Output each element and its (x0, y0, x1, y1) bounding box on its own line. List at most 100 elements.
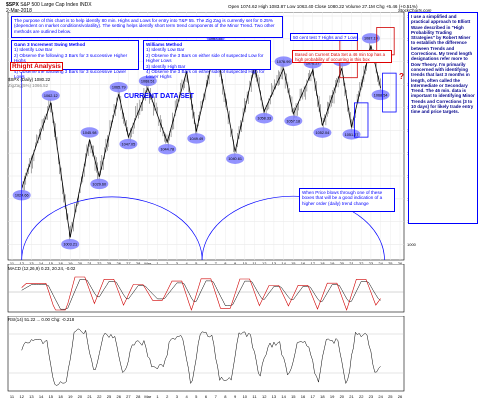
rsi-x-tick-label: 22 (97, 394, 102, 399)
swing-ellipse (80, 127, 99, 138)
x-tick-label: 15 (49, 261, 54, 264)
x-tick-label: 12 (262, 261, 267, 264)
rsi-x-tick-label: 3 (176, 394, 179, 399)
rsi-x-tick-label: 13 (29, 394, 34, 399)
side-commentary: I use a simplified and practical approac… (408, 12, 478, 224)
rsi-x-tick-label: Mar (144, 394, 152, 399)
x-tick-label: 12 (19, 261, 24, 264)
x-tick-label: 28 (136, 261, 141, 264)
swing-label: 1051.27 (345, 133, 359, 137)
x-tick-label: Mar (144, 261, 152, 264)
rsi-x-tick-label: 5 (195, 394, 198, 399)
swing-label: 1040.61 (228, 157, 242, 161)
x-tick-label: 11 (10, 261, 15, 264)
x-tick-label: 21 (87, 261, 92, 264)
x-tick-label: 19 (68, 261, 73, 264)
question-mark: ? (399, 72, 404, 81)
rsi-x-tick-label: 21 (349, 394, 354, 399)
x-tick-label: 22 (97, 261, 102, 264)
rsi-x-tick-label: 13 (272, 394, 277, 399)
swing-label: 1076.27 (306, 62, 320, 66)
williams-method-box: Williams Method 1) Identify Low Bar 2) O… (143, 40, 271, 79)
symbol: $SPX (6, 2, 19, 8)
x-tick-label: 23 (369, 261, 374, 264)
swing-label: 1045.98 (83, 131, 97, 135)
x-tick-label: 2 (166, 261, 169, 264)
rsi-x-tick-label: 20 (78, 394, 83, 399)
rsi-x-tick-label: 6 (205, 394, 208, 399)
swing-label: 1087.19 (364, 37, 378, 41)
williams-line-4: 4) Observe the 3 Bars on either side of … (146, 69, 265, 80)
rsi-x-tick-label: 4 (185, 394, 188, 399)
rsi-chart: 11 12 13 14 15 18 19 20 21 22 25 26 27 28 Mar 1 2 3 4 5 6 7 8 9… (7, 316, 405, 399)
swing-ellipse (361, 33, 380, 44)
swing-label: 1049.49 (189, 137, 203, 141)
x-tick-label: 6 (205, 261, 208, 264)
fifty-cent-note: 50 cent test 7 Highs and 7 Lows (290, 33, 358, 41)
x-tick-label: 13 (272, 261, 277, 264)
rsi-x-tick-label: 25 (107, 394, 112, 399)
rsi-x-tick-label: 9 (234, 394, 237, 399)
x-tick-label: 24 (378, 261, 383, 264)
x-tick-label: 5 (195, 261, 198, 264)
swing-label: 1068.51 (141, 79, 155, 83)
gann-title: Gann 3 Increment Swing Method (14, 42, 86, 47)
x-tick-label: 27 (126, 261, 131, 264)
rsi-x-tick-label: 16 (301, 394, 306, 399)
x-tick-label: 14 (281, 261, 286, 264)
rsi-x-tick-label: 17 (310, 394, 315, 399)
swing-label: 1052.04 (316, 131, 330, 135)
rsi-x-tick-label: 10 (243, 394, 248, 399)
swing-ellipse (274, 56, 293, 67)
swing-ellipse (313, 127, 332, 138)
x-tick-label: 3 (176, 261, 179, 264)
rsi-x-tick-label: 12 (19, 394, 24, 399)
rsi-frame (7, 316, 405, 392)
exchange: INDX (79, 2, 92, 8)
symbol-name: S&P 500 Large Cap Index (20, 2, 79, 8)
rsi-x-tick-label: 26 (398, 394, 403, 399)
rsi-x-tick-label: 26 (116, 394, 121, 399)
rsi-x-tick-label: 25 (388, 394, 393, 399)
swing-label: 1044.78 (160, 148, 174, 152)
purpose-note: The purpose of this chart is to help ide… (11, 16, 283, 38)
swing-label: 1058.33 (257, 117, 271, 121)
x-tick-label: 10 (243, 261, 248, 264)
legend-price: $SPX (Daily) 1080.22 (8, 77, 51, 82)
swing-ellipse (284, 115, 303, 127)
swing-ellipse (138, 75, 157, 87)
swing-label: 1062.12 (44, 94, 58, 98)
breakout-box (382, 72, 397, 113)
rsi-x-tick-label: 15 (49, 394, 54, 399)
swing-label: 1087.32 (209, 36, 223, 40)
x-tick-label: 11 (252, 261, 257, 264)
gann-method-box: Gann 3 Increment Swing Method 1) Identif… (11, 40, 139, 79)
x-tick-label: 17 (310, 261, 315, 264)
ohlc-readout: Open 1074.62 High 1083.87 Low 1063.40 Cl… (228, 4, 418, 9)
macd-legend: MACD (12,26,9) 0.23, 20.24, -0.02 (8, 266, 76, 271)
swing-ellipse (226, 153, 245, 164)
swing-ellipse (90, 178, 109, 190)
chart-header: $SPX S&P 500 Large Cap Index INDX (6, 2, 92, 8)
rsi-x-tick-label: 19 (68, 394, 73, 399)
macd-chart (7, 264, 405, 313)
swing-ellipse (109, 81, 128, 93)
x-tick-label: 15 (291, 261, 296, 264)
x-tick-label: 26 (398, 261, 403, 264)
macd-frame (7, 264, 405, 313)
x-tick-label: 7 (215, 261, 218, 264)
cycle-arc (21, 196, 203, 261)
rsi-x-tick-label: 11 (252, 394, 257, 399)
swing-ellipse (158, 144, 177, 155)
rsi-x-tick-label: 12 (262, 394, 267, 399)
rsi-x-tick-label: 20 (340, 394, 345, 399)
based-on-data-note: Based on Current Data Set a 46 min top h… (292, 50, 392, 63)
williams-line-1: 1) Identify Low Bar (146, 47, 185, 53)
rsi-x-tick-label: 28 (136, 394, 141, 399)
x-tick-label: 18 (58, 261, 63, 264)
swing-ellipse (371, 89, 390, 101)
rsi-x-tick-label: 14 (281, 394, 286, 399)
swing-ellipse (255, 113, 274, 124)
gann-line-4: 4) Observe the following 3 Bars for 3 su… (14, 69, 127, 80)
swing-label: 1003.21 (63, 243, 77, 247)
